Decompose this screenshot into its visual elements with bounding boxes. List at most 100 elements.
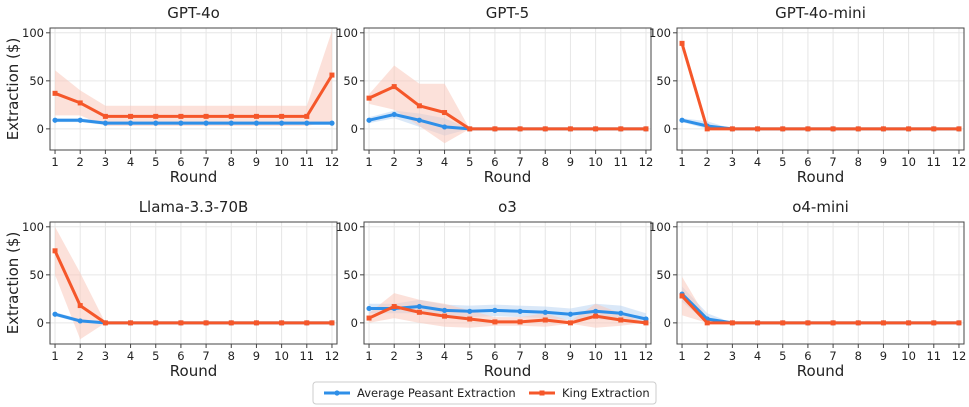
king-data-point bbox=[906, 126, 912, 132]
king-data-point bbox=[253, 320, 259, 326]
y-tick-label: 100 bbox=[336, 220, 358, 234]
king-data-point bbox=[704, 126, 710, 132]
king-data-point bbox=[416, 103, 422, 109]
x-tick-label: 5 bbox=[779, 349, 786, 363]
legend-label-king: King Extraction bbox=[562, 386, 650, 400]
x-tick-label: 7 bbox=[202, 155, 209, 169]
king-data-point bbox=[391, 84, 397, 90]
peasant-data-point bbox=[329, 120, 335, 126]
x-tick-label: 1 bbox=[365, 155, 372, 169]
x-tick-label: 10 bbox=[588, 155, 603, 169]
x-tick-label: 3 bbox=[729, 349, 736, 363]
king-data-point bbox=[593, 126, 599, 132]
x-tick-label: 9 bbox=[253, 349, 260, 363]
x-tick-label: 9 bbox=[567, 155, 574, 169]
king-data-point bbox=[830, 126, 836, 132]
king-data-point bbox=[729, 320, 735, 326]
king-data-point bbox=[304, 320, 310, 326]
x-axis-label: Round bbox=[170, 168, 217, 186]
king-series-line bbox=[680, 42, 959, 131]
panel-gpt-4o: GPT-4o1 2 3 4 5 6 7 8 9 10 11 12050100RoundExtracti… bbox=[4, 4, 339, 186]
king-data-point bbox=[679, 40, 685, 46]
king-data-point bbox=[391, 304, 397, 310]
x-tick-label: 11 bbox=[299, 349, 314, 363]
peasant-data-point bbox=[517, 308, 523, 314]
king-data-point bbox=[755, 320, 761, 326]
peasant-data-point bbox=[304, 120, 310, 126]
x-axis-label: Round bbox=[484, 362, 531, 380]
king-data-point bbox=[467, 316, 473, 322]
king-data-point bbox=[880, 320, 886, 326]
peasant-data-point bbox=[441, 307, 448, 313]
peasant-data-point bbox=[618, 310, 624, 316]
king-data-point bbox=[517, 126, 523, 132]
king-data-point bbox=[203, 320, 209, 326]
king-data-point bbox=[253, 113, 259, 119]
x-tick-label: 6 bbox=[804, 349, 811, 363]
king-data-point bbox=[366, 315, 372, 321]
y-tick-label: 50 bbox=[343, 268, 358, 282]
king-data-point bbox=[542, 126, 548, 132]
king-data-point bbox=[593, 313, 599, 319]
king-data-point bbox=[178, 320, 184, 326]
peasant-series-line bbox=[369, 305, 647, 321]
x-tick-label: 7 bbox=[202, 349, 209, 363]
king-data-point bbox=[279, 113, 285, 119]
peasant-data-point bbox=[391, 111, 397, 118]
x-tick-label: 10 bbox=[274, 155, 289, 169]
legend-marker-peasant bbox=[334, 390, 340, 396]
x-tick-label: 9 bbox=[567, 349, 574, 363]
x-tick-label: 9 bbox=[880, 155, 887, 169]
x-tick-label: 11 bbox=[613, 155, 628, 169]
king-data-point bbox=[805, 320, 811, 326]
king-data-point bbox=[567, 126, 573, 132]
plot-frame bbox=[676, 221, 965, 345]
king-data-point bbox=[931, 126, 937, 132]
x-tick-label: 12 bbox=[952, 349, 967, 363]
x-tick-label: 1 bbox=[51, 155, 58, 169]
king-data-point bbox=[618, 126, 624, 132]
king-data-point bbox=[517, 319, 523, 325]
legend-label-peasant: Average Peasant Extraction bbox=[357, 386, 516, 400]
king-data-point bbox=[442, 110, 448, 116]
peasant-data-point bbox=[366, 305, 372, 312]
king-data-point bbox=[956, 126, 962, 132]
king-confidence-band bbox=[682, 41, 959, 129]
panel-title: Llama-3.3-70B bbox=[139, 198, 249, 216]
x-tick-label: 2 bbox=[704, 155, 711, 169]
plot-frame bbox=[363, 27, 652, 151]
x-tick-label: 6 bbox=[177, 155, 184, 169]
x-tick-label: 12 bbox=[325, 349, 340, 363]
king-data-point bbox=[467, 126, 473, 132]
peasant-data-point bbox=[679, 117, 685, 123]
king-data-point bbox=[618, 317, 624, 323]
x-axis-label: Round bbox=[797, 362, 844, 380]
x-tick-label: 1 bbox=[51, 349, 58, 363]
panels-layer: GPT-4o1 2 3 4 5 6 7 8 9 10 11 12050100RoundExtracti… bbox=[4, 4, 966, 380]
x-tick-label: 6 bbox=[491, 349, 498, 363]
y-tick-label: 100 bbox=[336, 26, 358, 40]
y-tick-label: 100 bbox=[22, 26, 44, 40]
plot-frame bbox=[363, 221, 652, 345]
king-data-point bbox=[228, 113, 234, 119]
x-tick-label: 5 bbox=[779, 155, 786, 169]
peasant-data-point bbox=[203, 120, 209, 126]
king-data-point bbox=[855, 126, 861, 132]
panel-title: GPT-4o-mini bbox=[775, 4, 866, 22]
x-tick-label: 10 bbox=[901, 155, 916, 169]
peasant-data-point bbox=[643, 316, 649, 322]
y-tick-label: 50 bbox=[343, 74, 358, 88]
panel-title: o4-mini bbox=[792, 198, 849, 216]
king-data-point bbox=[931, 320, 937, 326]
y-tick-label: 0 bbox=[351, 122, 358, 136]
x-tick-label: 6 bbox=[491, 155, 498, 169]
y-tick-label: 50 bbox=[29, 74, 44, 88]
panel-title: o3 bbox=[498, 198, 517, 216]
king-data-point bbox=[77, 100, 83, 106]
x-tick-label: 5 bbox=[466, 155, 473, 169]
y-axis-label: Extraction ($) bbox=[4, 232, 22, 335]
plot-frame bbox=[676, 27, 965, 151]
x-tick-label: 5 bbox=[152, 155, 159, 169]
